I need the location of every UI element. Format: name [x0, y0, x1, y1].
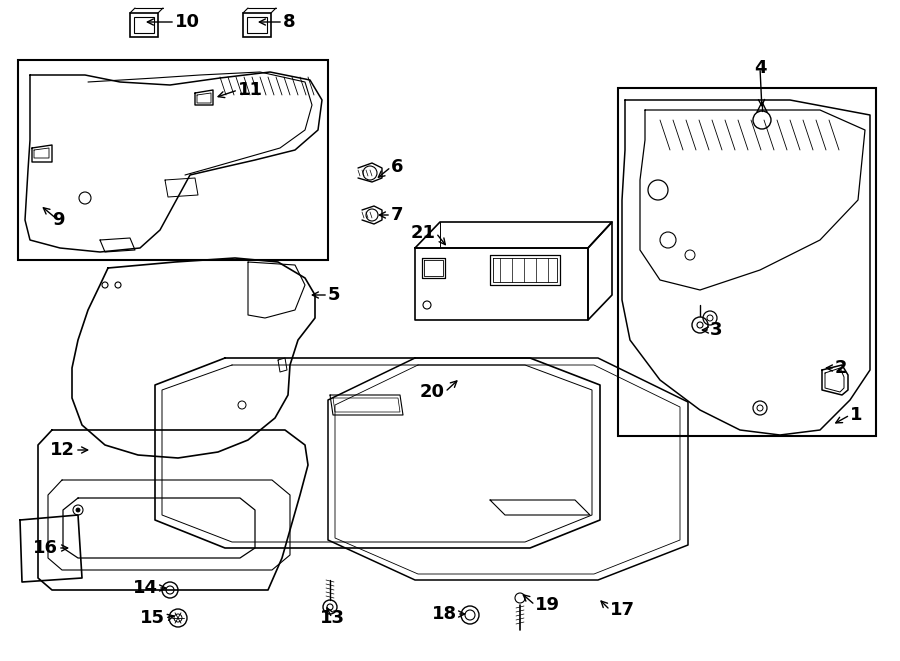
Bar	[618, 88, 876, 436]
Bar	[130, 13, 158, 37]
Bar	[18, 60, 328, 260]
Text: 8: 8	[283, 13, 295, 31]
Text: 17: 17	[610, 601, 635, 619]
Text: 6: 6	[391, 158, 403, 176]
Text: 18: 18	[432, 605, 457, 623]
Text: 7: 7	[391, 206, 403, 224]
Text: 20: 20	[420, 383, 445, 401]
Text: 10: 10	[175, 13, 200, 31]
Text: 9: 9	[52, 211, 64, 229]
Bar	[247, 17, 267, 33]
Text: 11: 11	[238, 81, 263, 99]
Circle shape	[76, 508, 80, 512]
Text: 14: 14	[133, 579, 158, 597]
Text: 15: 15	[140, 609, 165, 627]
Text: 21: 21	[411, 224, 436, 242]
Text: 3: 3	[710, 321, 723, 339]
Text: 13: 13	[320, 609, 345, 627]
Text: 19: 19	[535, 596, 560, 614]
Text: 5: 5	[328, 286, 340, 304]
Bar	[243, 13, 271, 37]
Text: 4: 4	[754, 59, 766, 77]
Text: 2: 2	[835, 359, 848, 377]
Text: 16: 16	[33, 539, 58, 557]
Text: 1: 1	[850, 406, 862, 424]
Bar	[134, 17, 154, 33]
Text: 12: 12	[50, 441, 75, 459]
